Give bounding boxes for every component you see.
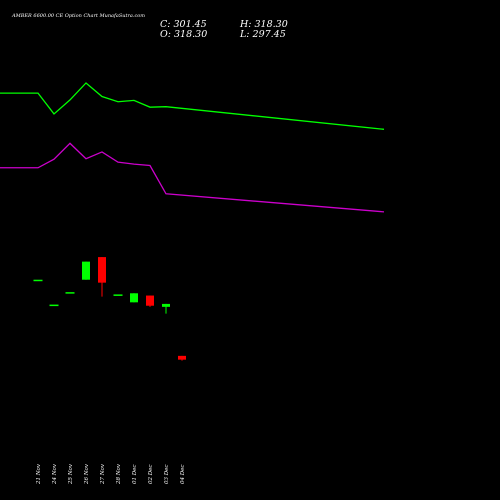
low-value: L: 297.45 [239,29,286,40]
candle-body-9 [162,303,170,307]
candle-body-8 [146,295,154,306]
high-value: H: 318.30 [239,19,288,30]
x-tick-label: 04 Dec [180,465,186,485]
indicator-line-1 [0,82,385,130]
candle-body-5 [98,257,106,283]
x-tick-label: 03 Dec [164,465,170,485]
x-tick-label: 26 Nov [84,463,90,485]
candle-body-6 [113,294,123,296]
x-tick-label: 01 Dec [132,465,138,485]
candle-body-4 [82,261,90,280]
x-tick-label: 28 Nov [116,463,122,485]
x-tick-label: 21 Nov [36,463,42,485]
candle-body-2 [49,304,59,307]
indicator-lines [0,82,385,213]
candle-body-3 [65,292,75,294]
chart-title: AMBER 6600.00 CE Option Chart MunafaSutr… [11,13,145,19]
x-tick-label: 27 Nov [100,463,106,485]
x-tick-label: 25 Nov [68,463,74,485]
x-axis-ticks: 21 Nov 24 Nov 25 Nov 26 Nov 27 Nov 28 Nov 01 D… [36,463,186,485]
open-value: O: 318.30 [160,29,207,40]
candle-body-7 [130,293,138,303]
x-tick-label: 02 Dec [148,465,154,485]
candles [33,257,186,361]
close-value: C: 301.45 [160,19,207,30]
candle-body-1 [33,279,43,282]
x-tick-label: 24 Nov [52,463,58,485]
candle-body-10 [178,355,186,360]
indicator-line-2 [0,142,385,213]
